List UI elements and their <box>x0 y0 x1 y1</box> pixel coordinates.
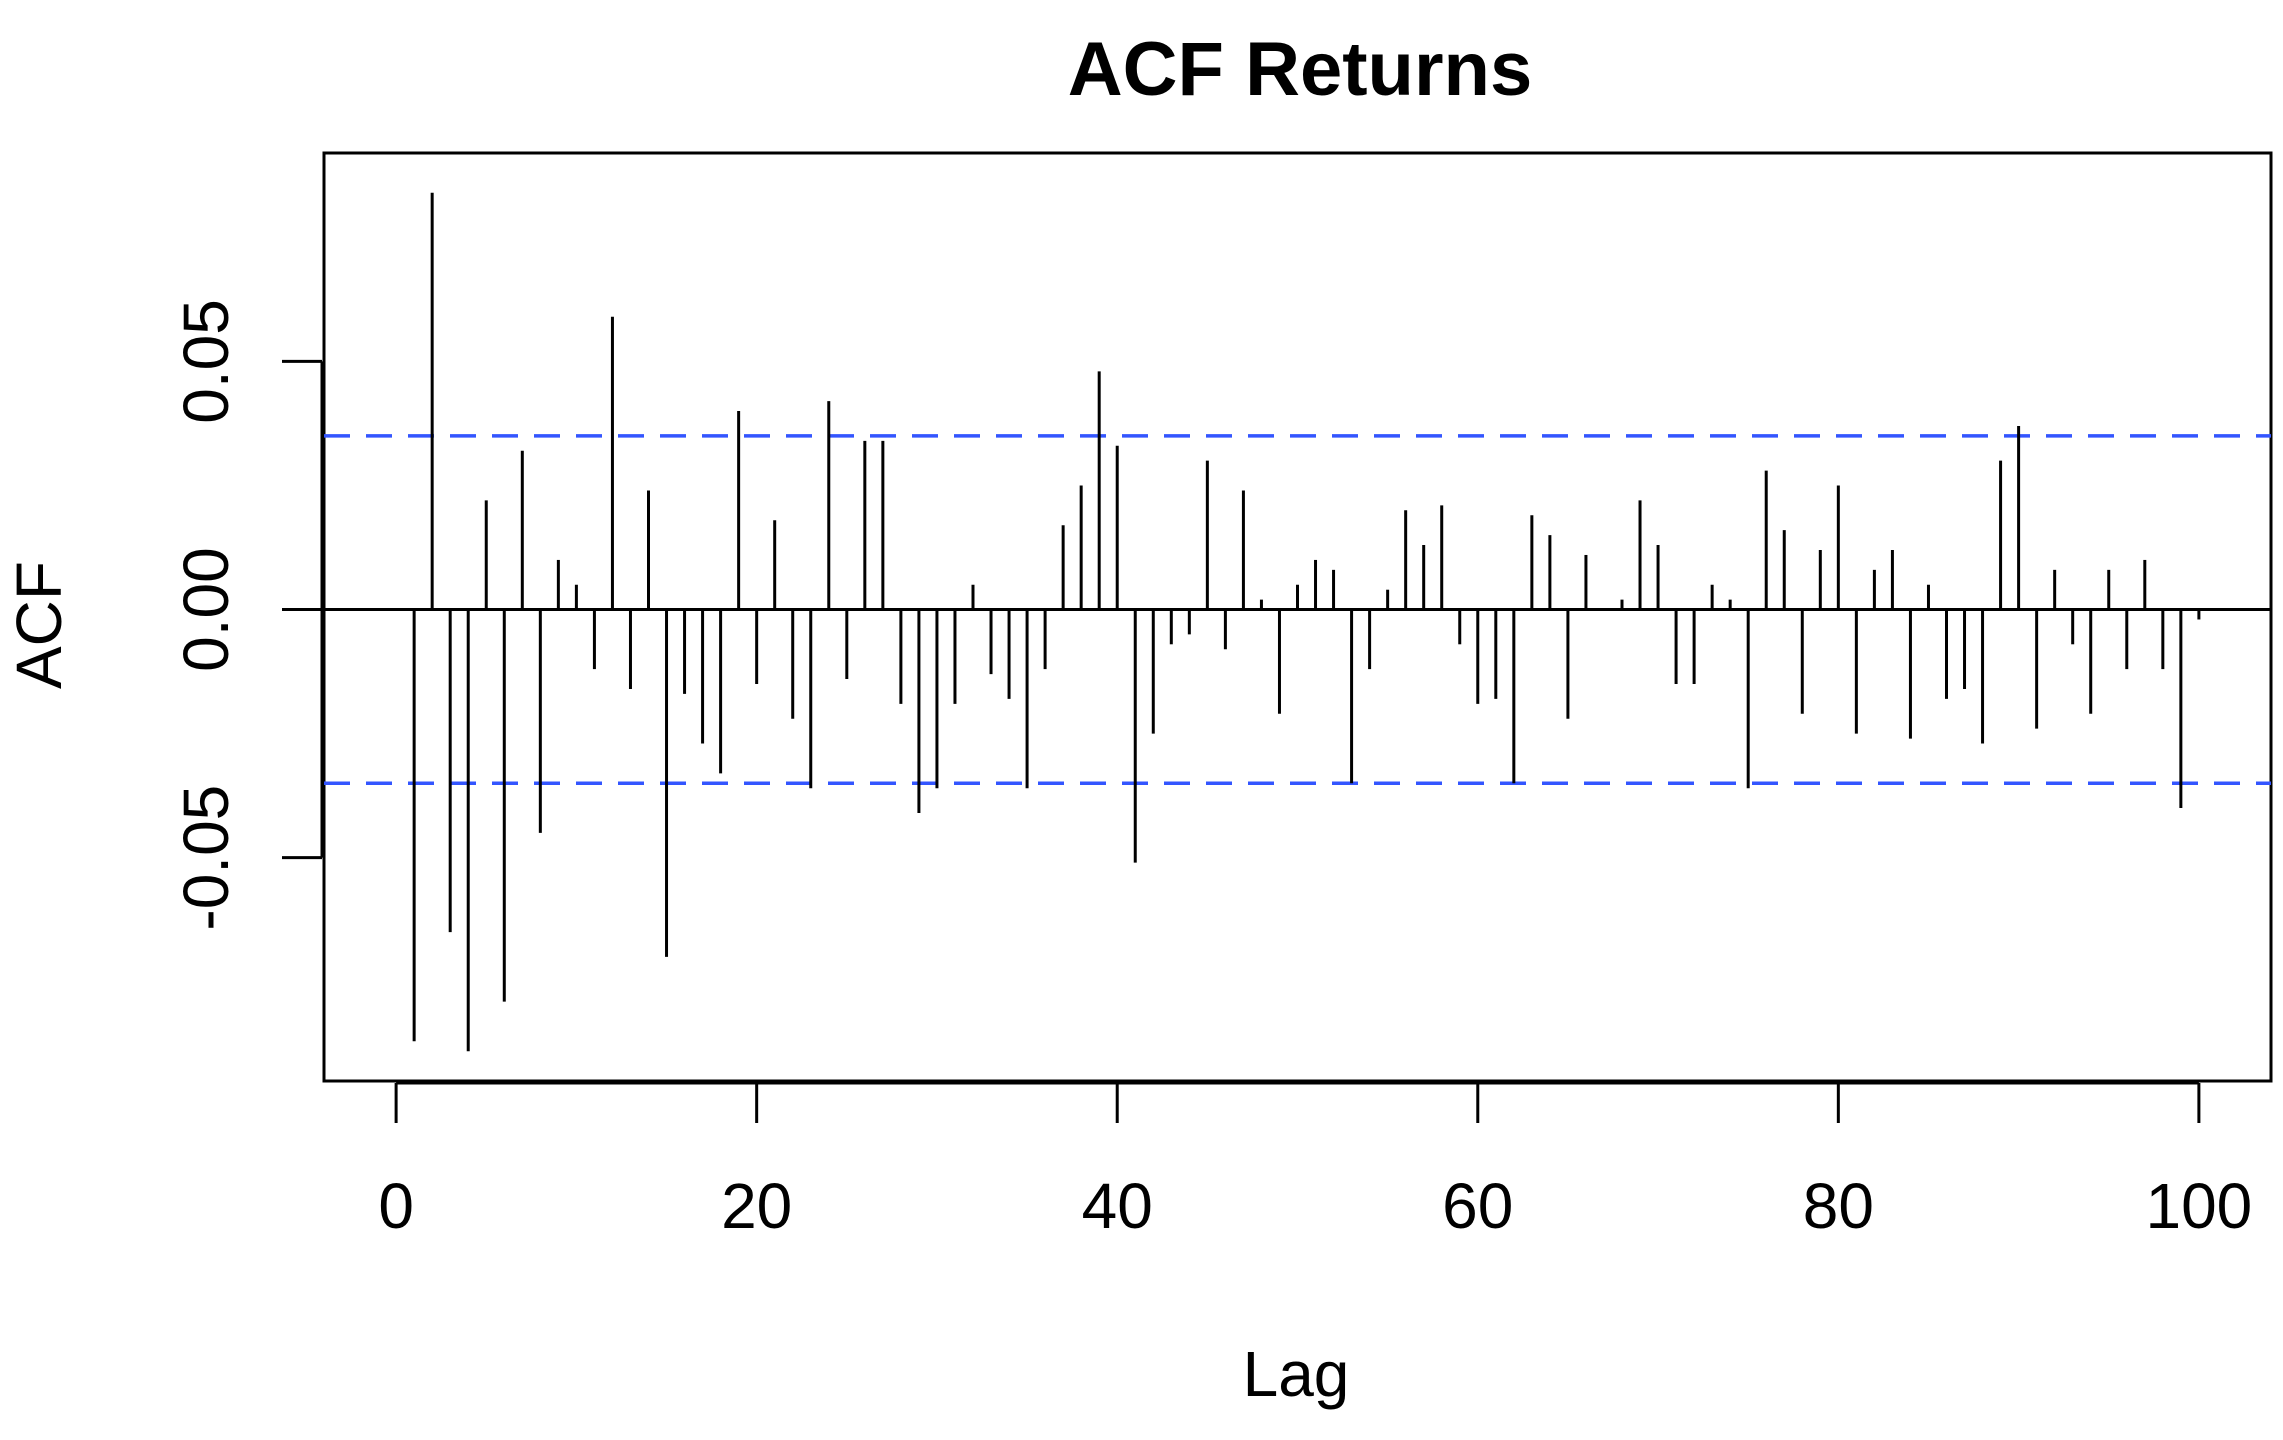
y-axis-label: ACF <box>3 561 75 689</box>
plot-frame <box>322 151 2273 1083</box>
chart-title: ACF Returns <box>1068 27 1532 112</box>
y-tick-label-0.05: 0.05 <box>170 299 242 424</box>
x-tick-label-40: 40 <box>1082 1170 1153 1242</box>
x-tick-label-0: 0 <box>378 1170 414 1242</box>
x-axis-label: Lag <box>1243 1338 1350 1410</box>
y-tick-label--0.05: -0.05 <box>170 785 242 931</box>
x-tick-label-20: 20 <box>721 1170 792 1242</box>
y-tick-label-0.00: 0.00 <box>170 547 242 672</box>
x-tick-label-60: 60 <box>1442 1170 1513 1242</box>
x-tick-label-80: 80 <box>1803 1170 1874 1242</box>
plot-marks: 0 20 40 60 80 100 -0.05 0.00 0.05 <box>170 192 2271 1242</box>
x-tick-label-100: 100 <box>2145 1170 2252 1242</box>
